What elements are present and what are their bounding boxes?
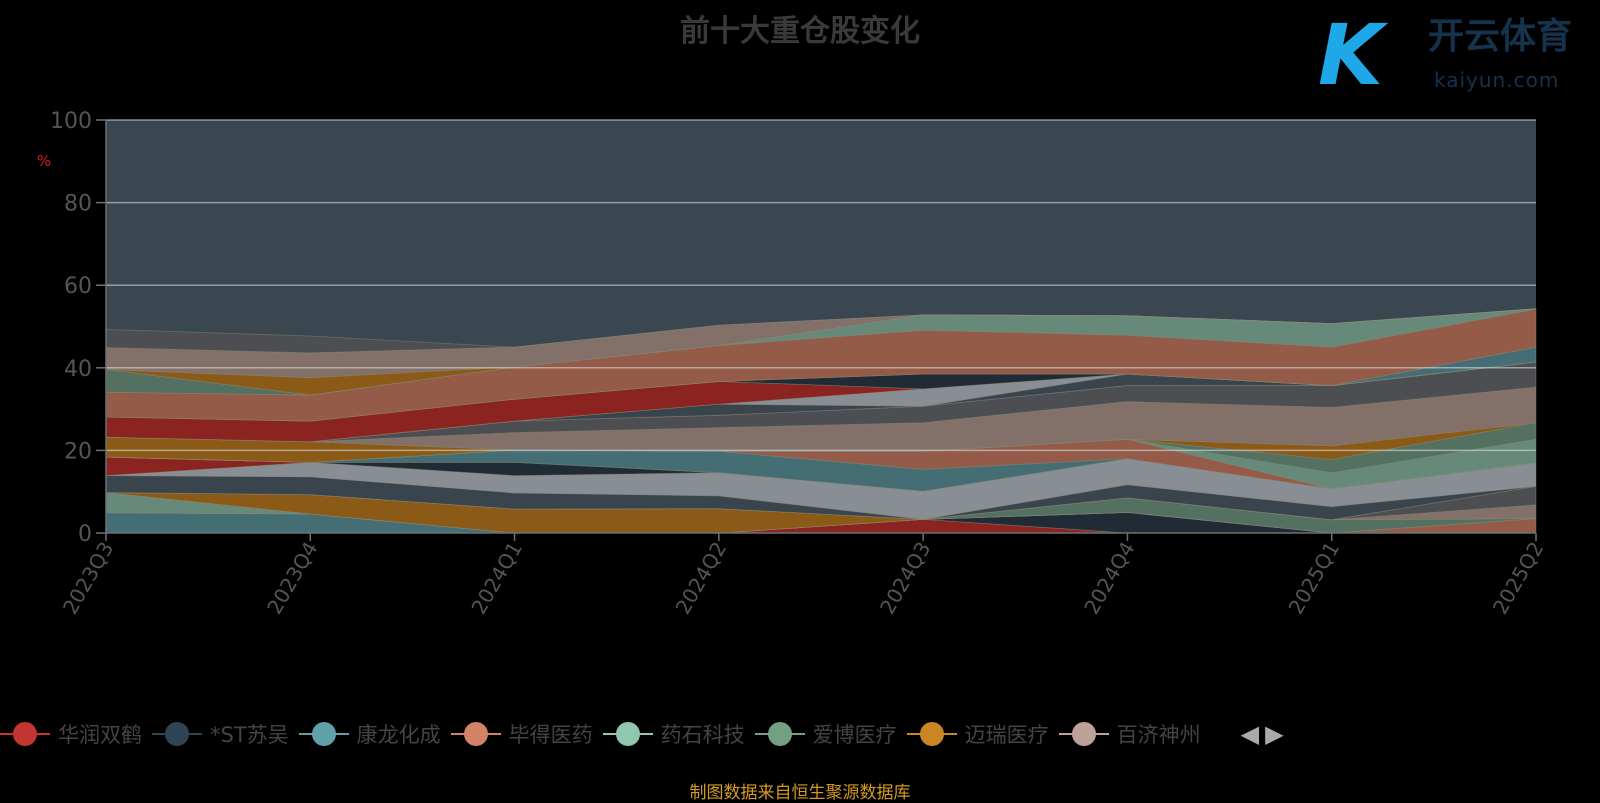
legend-label: 迈瑞医疗 (964, 723, 1049, 747)
legend-item[interactable]: 毕得医药 (450, 719, 593, 749)
y-tick-label: 100 (50, 109, 92, 134)
y-axis-label: % (37, 152, 51, 170)
legend-label: 毕得医药 (508, 723, 593, 747)
chart-title: 前十大重仓股变化 (680, 14, 920, 49)
legend-label: 华润双鹤 (58, 723, 142, 747)
legend-label: *ST苏吴 (210, 723, 289, 747)
y-tick-label: 80 (64, 192, 92, 217)
legend-item[interactable]: *ST苏吴 (152, 719, 289, 749)
legend-item[interactable]: 康龙化成 (298, 719, 441, 749)
legend-label: 康龙化成 (356, 723, 441, 747)
legend-marker-icon (298, 722, 349, 746)
x-tick-label: 2025Q2 (1488, 538, 1548, 619)
legend-prev-button[interactable]: ◀ (1240, 720, 1260, 748)
watermark-mark: K (1318, 6, 1384, 104)
legend-marker-icon (0, 722, 50, 746)
x-tick-label: 2023Q4 (262, 538, 322, 619)
legend-item[interactable]: 爱博医疗 (754, 719, 897, 749)
legend-item[interactable]: 百济神州 (1058, 719, 1201, 749)
legend-marker-icon (152, 722, 202, 746)
x-tick-label: 2023Q3 (58, 538, 118, 619)
y-tick-label: 0 (78, 522, 92, 547)
legend: 华润双鹤 *ST苏吴 康龙化成 毕得医药 药石科技 爱博医疗 迈瑞医疗 百济神州 (0, 719, 1211, 749)
y-tick-label: 60 (64, 274, 92, 299)
legend-item[interactable]: 药石科技 (602, 719, 745, 749)
y-tick-label: 40 (64, 357, 92, 382)
x-tick-label: 2024Q4 (1079, 538, 1139, 619)
x-tick-label: 2024Q1 (466, 538, 526, 619)
watermark-logo: K 开云体育 kaiyun.com (1318, 10, 1588, 100)
watermark-cn: 开云体育 (1428, 16, 1573, 57)
legend-label: 药石科技 (660, 723, 745, 747)
legend-pager: ◀ ▶ (1241, 720, 1284, 748)
legend-marker-icon (450, 722, 501, 746)
data-source-note: 制图数据来自恒生聚源数据库 (689, 783, 911, 803)
y-tick-label: 20 (64, 439, 92, 464)
x-tick-label: 2024Q3 (875, 538, 935, 619)
legend-marker-icon (906, 722, 957, 746)
legend-row: 华润双鹤 *ST苏吴 康龙化成 毕得医药 药石科技 爱博医疗 迈瑞医疗 百济神州 ◀ ▶ (0, 717, 1284, 751)
legend-label: 爱博医疗 (812, 723, 897, 747)
area-series-30 (105, 308, 1537, 354)
legend-next-button[interactable]: ▶ (1265, 720, 1284, 748)
legend-item[interactable]: 华润双鹤 (0, 719, 142, 749)
legend-label: 百济神州 (1116, 723, 1201, 747)
legend-marker-icon (754, 722, 805, 746)
x-tick-label: 2025Q1 (1284, 538, 1344, 619)
x-tick-label: 2024Q2 (671, 538, 731, 619)
legend-marker-icon (602, 722, 653, 746)
watermark-en: kaiyun.com (1434, 68, 1560, 92)
legend-item[interactable]: 迈瑞医疗 (906, 719, 1049, 749)
legend-marker-icon (1058, 722, 1109, 746)
